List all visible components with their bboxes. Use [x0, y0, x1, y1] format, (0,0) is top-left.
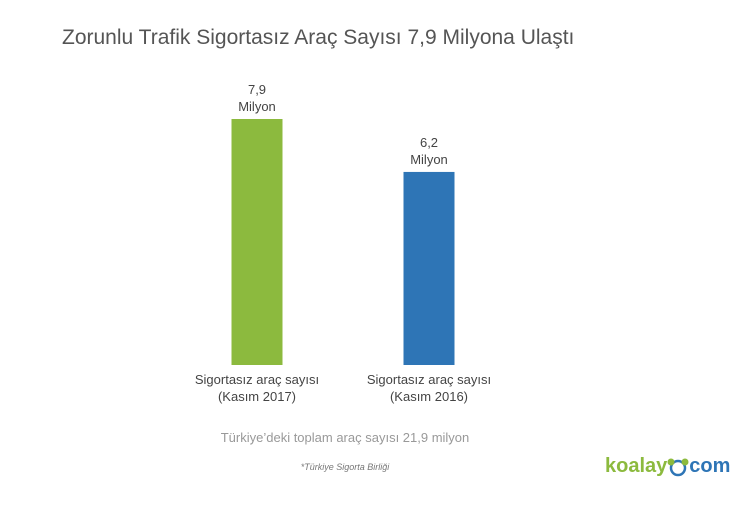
chart-title: Zorunlu Trafik Sigortasız Araç Sayısı 7,…	[62, 26, 575, 49]
x-tick-label: Sigortasız araç sayısı (Kasım 2016)	[366, 372, 492, 404]
value-label: 7,9 Milyon	[238, 82, 276, 114]
source: *Türkiye Sigorta Birliği	[300, 462, 390, 472]
logo-right: com	[689, 455, 731, 477]
value-label: 6,2 Milyon	[410, 134, 448, 167]
note: Türkiye’deki toplam araç sayısı 21,9 mil…	[220, 430, 470, 445]
logo-icon	[667, 458, 689, 476]
logo[interactable]: koalay com	[605, 455, 730, 478]
bar	[231, 119, 283, 365]
x-tick-label: Sigortasız araç sayısı (Kasım 2017)	[194, 372, 320, 404]
bar	[403, 171, 455, 365]
logo-left: koalay	[605, 455, 668, 477]
